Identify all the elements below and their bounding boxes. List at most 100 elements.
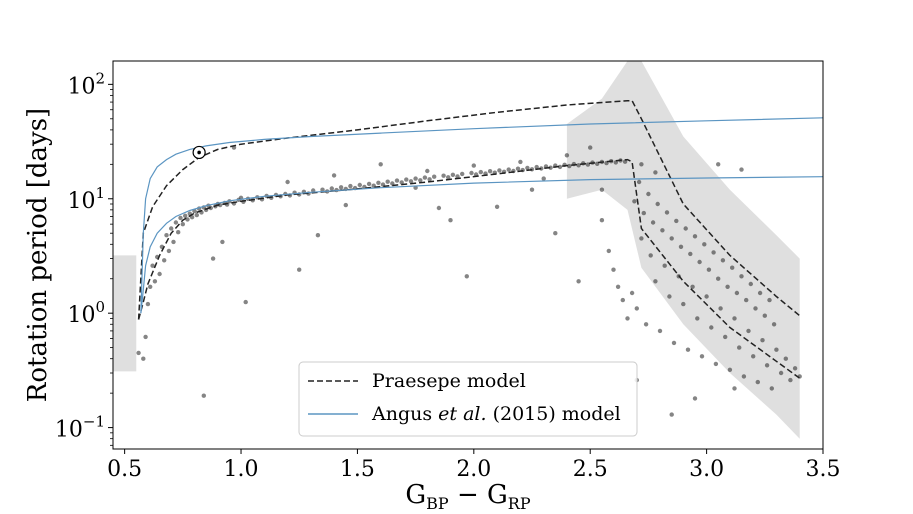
scatter-point xyxy=(152,279,158,284)
scatter-point xyxy=(471,163,476,168)
scatter-point xyxy=(788,377,793,383)
scatter-point xyxy=(664,210,670,215)
scatter-point xyxy=(732,316,737,321)
x-axis: 0.5 1.0 1.5 2.0 2.5 3.0 3.5 xyxy=(107,449,841,482)
scatter-point xyxy=(441,173,446,178)
scatter-point xyxy=(697,259,702,265)
legend: Praesepe model Angus et al. (2015) model xyxy=(298,361,638,437)
scatter-point xyxy=(171,239,176,245)
scatter-points xyxy=(136,145,802,417)
scatter-point xyxy=(718,306,723,311)
scatter-point xyxy=(564,153,570,158)
sun-symbol-dot xyxy=(197,150,201,155)
sun-marker xyxy=(192,145,206,160)
scatter-point xyxy=(688,251,693,257)
scatter-point xyxy=(646,191,651,197)
scatter-point xyxy=(576,279,581,284)
scatter-point xyxy=(634,306,639,311)
y-axis: 10−1 100 101 102 xyxy=(55,69,113,446)
scatter-point xyxy=(606,248,611,254)
scatter-point xyxy=(683,226,688,231)
scatter-point xyxy=(553,231,558,236)
uncertainty-bands xyxy=(113,61,800,439)
scatter-point xyxy=(194,212,199,218)
scatter-point xyxy=(692,234,698,239)
scatter-point xyxy=(588,145,593,150)
scatter-point xyxy=(576,163,581,168)
scatter-point xyxy=(744,297,749,303)
scatter-point xyxy=(706,267,712,272)
scatter-point xyxy=(723,334,728,340)
scatter-point xyxy=(762,313,767,318)
scatter-point xyxy=(746,328,751,334)
scatter-point xyxy=(720,258,726,263)
scatter-point xyxy=(446,175,451,180)
scatter-point xyxy=(157,271,162,277)
scatter-point xyxy=(534,164,539,170)
scatter-point xyxy=(732,386,737,391)
scatter-point xyxy=(716,162,721,167)
scatter-point xyxy=(169,226,174,231)
scatter-point xyxy=(681,301,686,307)
scatter-point xyxy=(739,167,744,172)
scatter-point xyxy=(639,162,644,167)
scatter-point xyxy=(220,239,225,245)
scatter-point xyxy=(783,356,788,361)
scatter-point xyxy=(183,213,188,218)
scatter-point xyxy=(148,284,153,289)
scatter-point xyxy=(448,218,453,223)
scatter-point xyxy=(436,205,442,211)
scatter-point xyxy=(378,162,383,167)
scatter-point xyxy=(408,179,414,184)
scatter-point xyxy=(755,379,760,385)
scatter-point xyxy=(164,233,169,238)
scatter-point xyxy=(709,325,714,330)
scatter-point xyxy=(404,177,409,182)
scatter-point xyxy=(315,233,321,238)
scatter-point xyxy=(643,322,649,327)
y-tick-label: 10−1 xyxy=(55,413,105,443)
scatter-point xyxy=(506,167,511,172)
scatter-point xyxy=(541,176,546,181)
scatter-point xyxy=(632,199,637,204)
scatter-point xyxy=(385,179,390,184)
scatter-point xyxy=(418,178,423,183)
scatter-point xyxy=(178,215,183,221)
scatter-point xyxy=(713,361,719,367)
scatter-point xyxy=(725,284,730,289)
x-tick-label: 3.0 xyxy=(689,457,724,482)
scatter-point xyxy=(653,279,658,284)
scatter-point xyxy=(648,253,653,258)
scatter-point xyxy=(450,172,456,177)
x-tick-label: 0.5 xyxy=(107,457,142,482)
y-axis-label: Rotation period [days] xyxy=(23,108,53,402)
scatter-point xyxy=(180,222,185,227)
scatter-point xyxy=(692,396,698,401)
scatter-point xyxy=(748,281,753,287)
scatter-point xyxy=(145,301,151,307)
scatter-point xyxy=(529,187,535,192)
scatter-point xyxy=(599,187,605,192)
scatter-point xyxy=(767,297,772,303)
scatter-point xyxy=(548,165,553,170)
scatter-point xyxy=(217,202,223,208)
scatter-point xyxy=(166,248,172,254)
scatter-point xyxy=(727,367,733,372)
praesepe-model-curve xyxy=(137,99,801,320)
scatter-point xyxy=(518,159,523,165)
scatter-point xyxy=(764,363,770,368)
y-tick-label: 101 xyxy=(67,184,105,214)
scatter-point xyxy=(297,267,302,272)
scatter-point xyxy=(338,185,344,190)
scatter-point xyxy=(716,276,721,281)
scatter-point xyxy=(329,186,334,191)
x-tick-label: 1.5 xyxy=(340,457,375,482)
legend-box xyxy=(298,361,638,437)
scatter-point xyxy=(497,168,502,173)
scatter-point xyxy=(515,166,521,171)
scatter-point xyxy=(464,274,469,279)
scatter-point xyxy=(660,228,665,233)
scatter-point xyxy=(185,217,190,222)
scatter-point xyxy=(143,334,148,340)
